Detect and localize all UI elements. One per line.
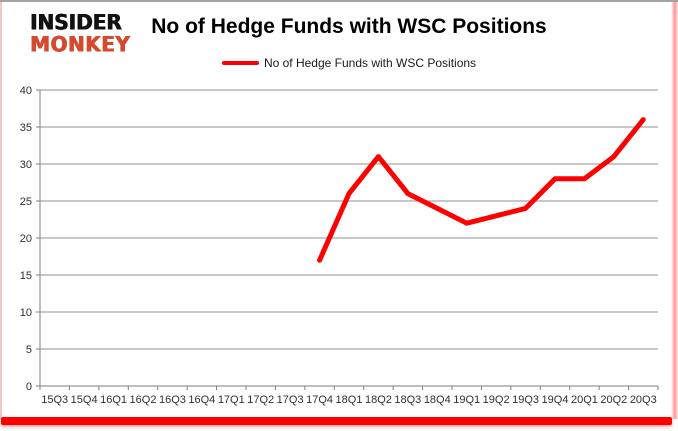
x-axis-label: 19Q2 [483, 394, 510, 406]
x-axis-label: 17Q1 [218, 394, 245, 406]
legend-line-swatch [221, 60, 259, 66]
data-line [317, 117, 646, 263]
x-axis-label: 20Q3 [630, 394, 657, 406]
x-axis-label: 15Q4 [71, 394, 98, 406]
insider-monkey-logo: INSIDER MONKEY [30, 8, 131, 57]
legend: No of Hedge Funds with WSC Positions [60, 56, 638, 70]
y-axis-label: 20 [20, 233, 32, 245]
y-axis-label: 5 [26, 344, 32, 356]
x-axis-label: 16Q2 [130, 394, 157, 406]
x-axis-label: 15Q3 [41, 394, 68, 406]
y-axis-label: 35 [20, 122, 32, 134]
y-axis-label: 40 [20, 85, 32, 97]
x-axis-label: 18Q3 [394, 394, 421, 406]
x-axis-label: 17Q2 [247, 394, 274, 406]
x-axis-label: 16Q3 [159, 394, 186, 406]
x-axis-label: 19Q1 [453, 394, 480, 406]
chart-title: No of Hedge Funds with WSC Positions [151, 15, 547, 38]
x-axis-label: 17Q4 [306, 394, 333, 406]
x-axis-label: 19Q4 [542, 394, 569, 406]
x-axis-label: 18Q4 [424, 394, 451, 406]
y-axis-label: 10 [20, 307, 32, 319]
logo-word-monkey: MONKEY [30, 30, 131, 57]
y-axis-label: 0 [26, 381, 32, 393]
x-axis-label: 19Q3 [512, 394, 539, 406]
y-axis-label: 15 [20, 270, 32, 282]
card-border-top [0, 0, 678, 2]
x-axis-label: 16Q4 [188, 394, 215, 406]
x-axis-label: 20Q2 [600, 394, 627, 406]
logo-word-insider: INSIDER [30, 8, 122, 35]
x-axis-label: 18Q1 [336, 394, 363, 406]
y-axis-label: 25 [20, 196, 32, 208]
x-axis-label: 17Q3 [277, 394, 304, 406]
legend-label: No of Hedge Funds with WSC Positions [263, 56, 477, 70]
card-border-left [0, 2, 2, 419]
card-border-right [671, 2, 678, 419]
card-border-bottom [1, 417, 672, 425]
x-axis-label: 20Q1 [571, 394, 598, 406]
y-axis-label: 30 [20, 159, 32, 171]
x-axis-label: 18Q2 [365, 394, 392, 406]
x-axis-label: 16Q1 [100, 394, 127, 406]
